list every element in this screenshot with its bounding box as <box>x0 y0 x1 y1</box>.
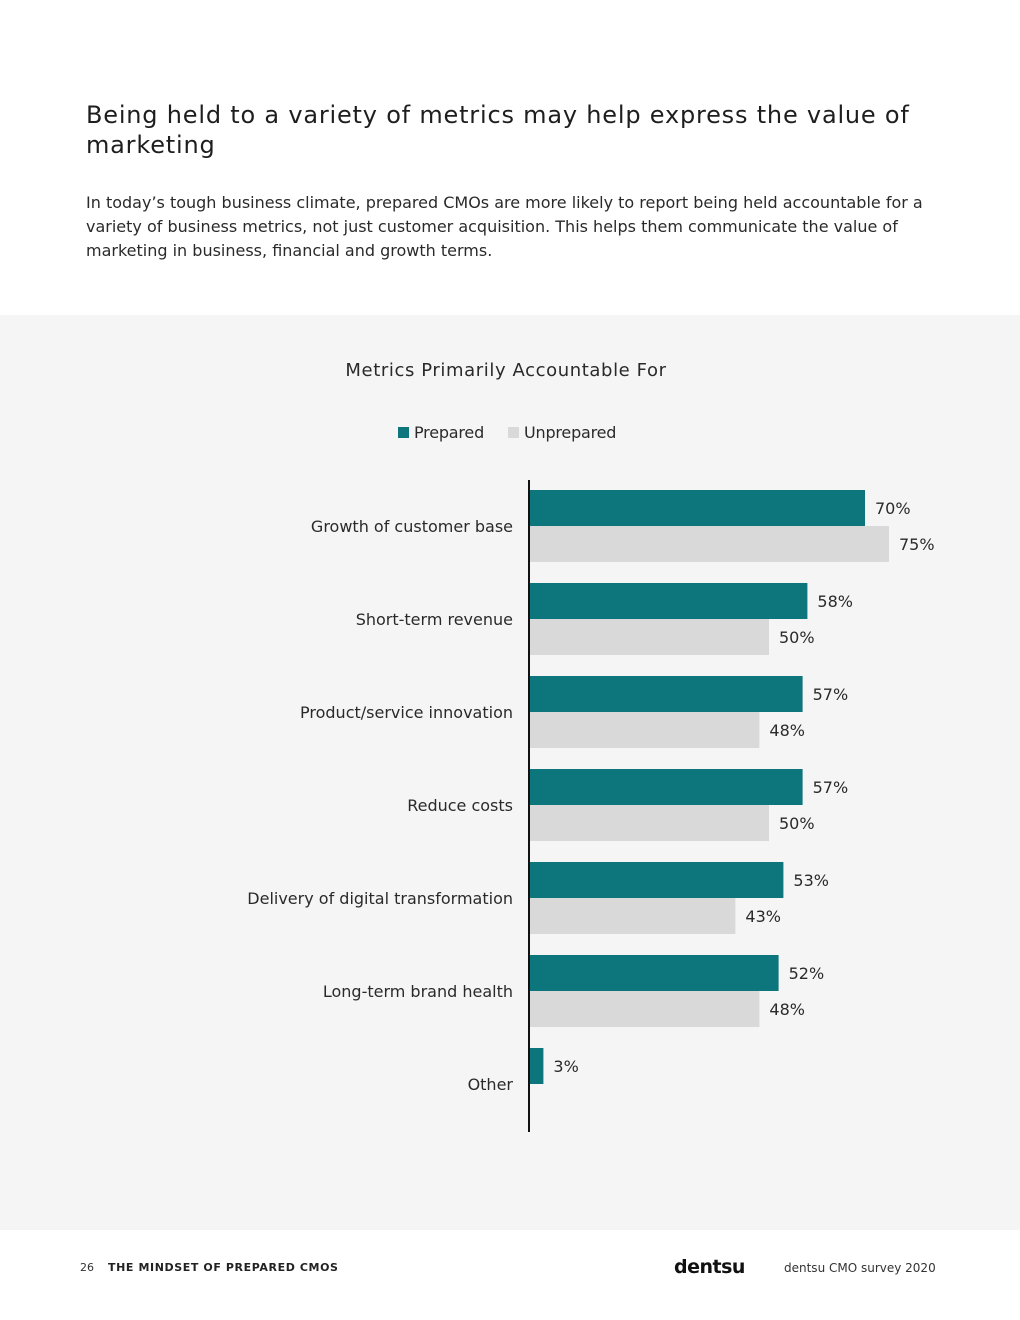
footer-survey-name: dentsu CMO survey 2020 <box>784 1261 936 1275</box>
bar-unprepared-growth-of-customer-base <box>529 526 889 562</box>
legend-swatch-prepared <box>398 426 409 438</box>
page-heading: Being held to a variety of metrics may h… <box>86 101 910 159</box>
bar-unprepared-delivery-of-digital-transformation <box>529 898 736 934</box>
legend-item-unprepared: Unprepared <box>508 421 616 443</box>
value-label-prepared-reduce-costs: 57% <box>813 778 849 797</box>
bar-prepared-delivery-of-digital-transformation <box>529 862 784 898</box>
value-label-unprepared-product-service-innovation: 48% <box>769 721 805 740</box>
legend-label-unprepared: Unprepared <box>524 422 617 442</box>
value-label-prepared-other: 3% <box>553 1057 578 1076</box>
bar-prepared-product-service-innovation <box>529 676 803 712</box>
bar-prepared-long-term-brand-health <box>529 955 779 991</box>
legend-item-prepared: Prepared <box>398 421 484 443</box>
category-label-product-service-innovation: Product/service innovation <box>300 703 513 722</box>
bar-prepared-growth-of-customer-base <box>529 490 865 526</box>
bar-prepared-other <box>529 1048 544 1084</box>
bar-unprepared-reduce-costs <box>529 805 769 841</box>
value-label-prepared-growth-of-customer-base: 70% <box>875 499 911 518</box>
bar-unprepared-long-term-brand-health <box>529 991 760 1027</box>
category-label-growth-of-customer-base: Growth of customer base <box>311 517 513 536</box>
chart-legend: Prepared Unprepared <box>0 421 1020 443</box>
value-label-prepared-long-term-brand-health: 52% <box>789 964 825 983</box>
value-label-prepared-product-service-innovation: 57% <box>813 685 849 704</box>
bar-prepared-reduce-costs <box>529 769 803 805</box>
category-label-long-term-brand-health: Long-term brand health <box>323 982 513 1001</box>
value-label-unprepared-growth-of-customer-base: 75% <box>899 535 935 554</box>
category-label-short-term-revenue: Short-term revenue <box>356 610 513 629</box>
value-label-unprepared-reduce-costs: 50% <box>779 814 815 833</box>
value-label-prepared-short-term-revenue: 58% <box>817 592 853 611</box>
intro-paragraph: In today’s tough business climate, prepa… <box>86 193 923 260</box>
category-label-other: Other <box>468 1075 514 1094</box>
bar-prepared-short-term-revenue <box>529 583 808 619</box>
footer-section-title: THE MINDSET OF PREPARED CMOS <box>108 1261 339 1274</box>
bar-chart: Growth of customer base 70% 75% Short-term … <box>247 480 935 1132</box>
category-label-delivery-of-digital-transformation: Delivery of digital transformation <box>247 889 513 908</box>
legend-swatch-unprepared <box>508 426 519 438</box>
category-label-reduce-costs: Reduce costs <box>407 796 513 815</box>
page-number: 26 <box>80 1261 94 1274</box>
bar-unprepared-product-service-innovation <box>529 712 760 748</box>
value-label-unprepared-short-term-revenue: 50% <box>779 628 815 647</box>
value-label-unprepared-long-term-brand-health: 48% <box>769 1000 805 1019</box>
value-label-prepared-delivery-of-digital-transformation: 53% <box>793 871 829 890</box>
value-label-unprepared-delivery-of-digital-transformation: 43% <box>745 907 781 926</box>
bar-unprepared-short-term-revenue <box>529 619 769 655</box>
chart-title: Metrics Primarily Accountable For <box>345 360 667 381</box>
legend-label-prepared: Prepared <box>414 422 485 442</box>
dentsu-logo: dentsu <box>674 1256 745 1278</box>
chart-panel <box>0 315 1020 1230</box>
